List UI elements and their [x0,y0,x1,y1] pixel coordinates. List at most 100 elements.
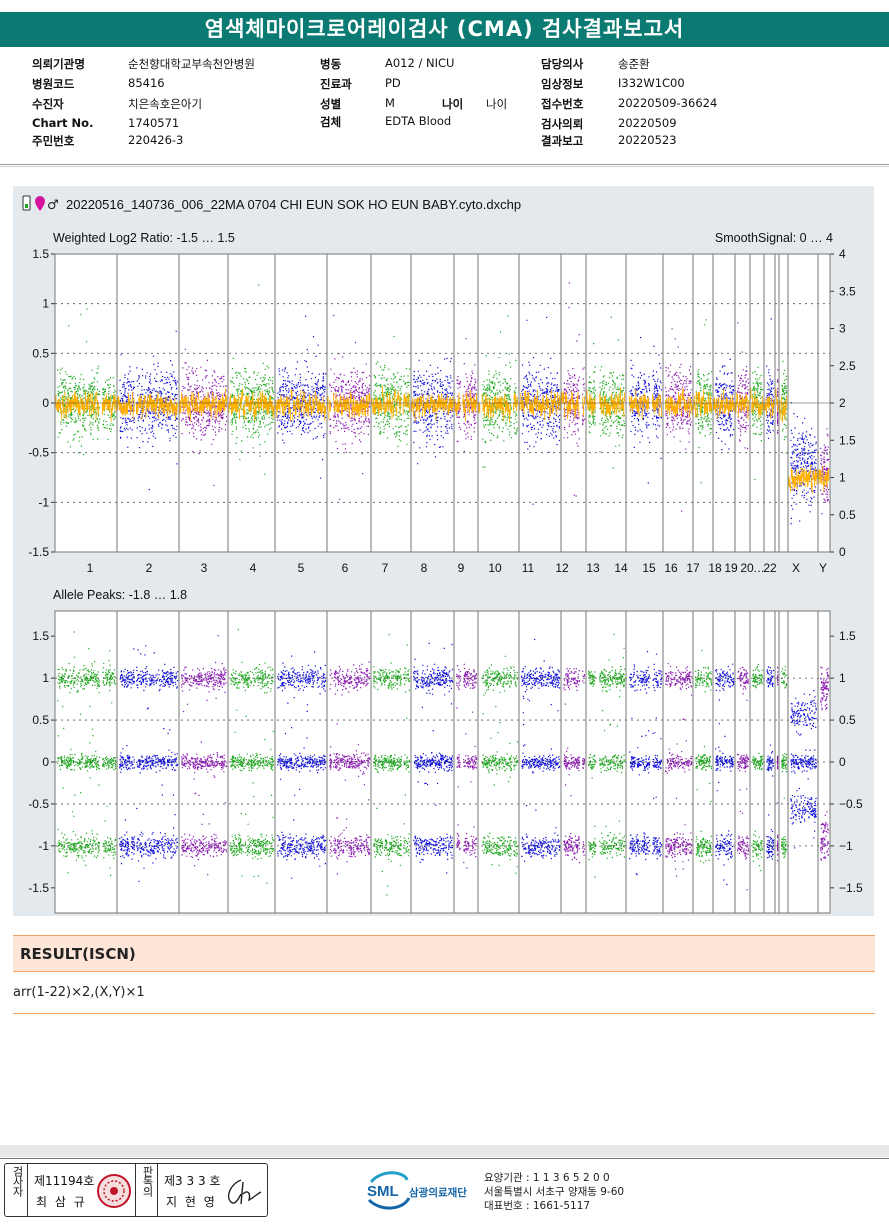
smooth-signal-chr3 [179,388,227,421]
allele-series-chr13 [588,633,626,878]
cma-plot: ♂ 20220516_140736_006_22MA 0704 CHI EUN … [22,195,863,914]
lab-info: 요양기관 : 1 1 3 6 5 2 0 0 서울특별시 서초구 양재동 9-6… [484,1171,624,1213]
info-value: 85416 [128,76,165,90]
battery-icon [22,195,31,211]
axis-tick-label: -0.5 [28,446,49,460]
chromosome-label: 12 [555,561,569,575]
chromosome-labels: 1 2 3 4 5 6 7 8 9 10 11 12 13 14 15 16 17 18 19 20 …22 X Y [87,561,827,575]
info-label: 결과보고 [541,134,584,148]
log2-series-chrX [790,402,817,525]
allele-series-chr1 [57,631,117,876]
axis-tick-label: 1.5 [839,629,856,643]
allele-series-chr12 [563,668,585,864]
reader-label: 판독의 [141,1166,154,1196]
chromosome-label: … [753,561,765,575]
allele-series-chr14 [629,651,663,876]
axis-tick-label: -1.5 [28,545,49,559]
info-value: 송준환 [618,57,650,71]
file-header: ♂ 20220516_140736_006_22MA 0704 CHI EUN … [22,195,521,213]
logo-text: SML [367,1183,399,1200]
inspector-license: 제11194호 [34,1174,95,1188]
footer-band [0,1145,889,1157]
chromosome-label: 3 [201,561,208,575]
chromosome-label: 11 [522,561,535,575]
chromosome-label: 1 [87,561,94,575]
chromosome-label: 18 [708,561,722,575]
smooth-signal-chr22 [779,396,787,423]
allele-series-chr2 [119,645,179,882]
info-value: 나이 [486,97,508,111]
lab-name: 삼광의료재단 [409,1186,467,1199]
seal-icon [97,1174,131,1208]
axis-tick-label: 1 [42,671,49,685]
log2-series-chr22 [781,360,788,454]
axis-tick-label: 1 [839,671,846,685]
smooth-signal-chr21 [775,388,779,412]
cma-plot-panel: ♂ 20220516_140736_006_22MA 0704 CHI EUN … [13,186,874,916]
chromosome-label: X [792,561,800,575]
info-value: 순천향대학교부속천안병원 [128,57,255,71]
axis-tick-label: 0.5 [839,713,856,727]
info-value: 20220523 [618,133,677,147]
top-left-axis: 1.5 1 0.5 0 -0.5 -1 -1.5 [28,247,55,559]
info-label: 검사의뢰 [541,117,584,131]
axis-tick-label: 0 [839,755,846,769]
log2-series-chr5 [277,315,327,479]
result-iscn: arr(1-22)×2,(X,Y)×1 [13,985,145,1000]
axis-tick-label: 2 [839,396,846,410]
report-title: 염색체마이크로어레이검사 (CMA) 검사결과보고서 [0,12,889,47]
result-header: RESULT(ISCN) [13,935,875,972]
allele-series-chrX [790,690,817,849]
allele-series-chr20 [766,666,775,860]
axis-tick-label: 1.5 [839,433,856,447]
axis-tick-label: 0.5 [32,713,49,727]
divider [0,166,889,167]
axis-tick-label: 0 [839,545,846,559]
allele-series-chr17 [715,663,735,886]
chromosome-label: 22 [763,561,777,575]
lab-code: 요양기관 : 1 1 3 6 5 2 0 0 [484,1172,610,1184]
allele-series-chr10 [482,655,519,874]
axis-tick-label: -1 [38,495,49,509]
axis-tick-label: 2.5 [839,359,856,373]
bottom-plot-title: Allele Peaks: -1.8 … 1.8 [53,588,187,602]
top-right-axis: 4 3.5 3 2.5 2 1.5 1 0.5 0 [830,247,856,559]
chromosome-label: Y [819,561,827,575]
smooth-signal-chr14 [628,389,662,420]
divider [13,1013,875,1014]
info-label: 병동 [320,57,342,71]
smooth-signal-chr13 [586,387,626,418]
allele-series-chr15 [665,663,693,877]
axis-tick-label: -1.5 [28,881,49,895]
log2-series-chr1 [57,308,117,456]
info-label: 수진자 [32,97,64,111]
info-label: Chart No. [32,116,94,130]
log2-series-chr7 [373,335,411,448]
axis-tick-label: 4 [839,247,846,261]
info-label: 임상정보 [541,77,584,91]
log2-series-chr9 [456,338,478,452]
info-label: 검체 [320,115,342,129]
axis-tick-label: 3.5 [839,284,856,298]
bottom-left-axis: 1.5 1 0.5 0 -0.5 -1 -1.5 [28,629,55,895]
info-value: I332W1C00 [618,76,685,90]
allele-series-chr8 [413,642,454,874]
info-value: 220426-3 [128,133,184,147]
axis-tick-label: 0.5 [32,346,49,360]
chromosome-label: 10 [488,561,502,575]
smooth-signal-chr15 [665,388,693,418]
info-value: 1740571 [128,116,180,130]
divider [0,164,889,165]
info-label: 병원코드 [32,77,75,91]
patient-info: 의뢰기관명 순천향대학교부속천안병원 병원코드 85416 수진자 치은속호은아… [0,56,889,166]
chromosome-label: 8 [421,561,428,575]
info-value: 치은속호은아기 [128,97,203,111]
chromosome-label: 17 [686,561,700,575]
chromosome-label: 19 [724,561,738,575]
divider [157,1164,158,1216]
axis-tick-label: 1.5 [32,629,49,643]
signature-box: 검사자 제11194호 최 삼 규 판독의 제3 3 3 호 지 현 영 [4,1163,268,1217]
info-value: PD [385,76,401,90]
reader-license: 제3 3 3 호 [164,1174,221,1188]
allele-peak-points [57,629,830,896]
